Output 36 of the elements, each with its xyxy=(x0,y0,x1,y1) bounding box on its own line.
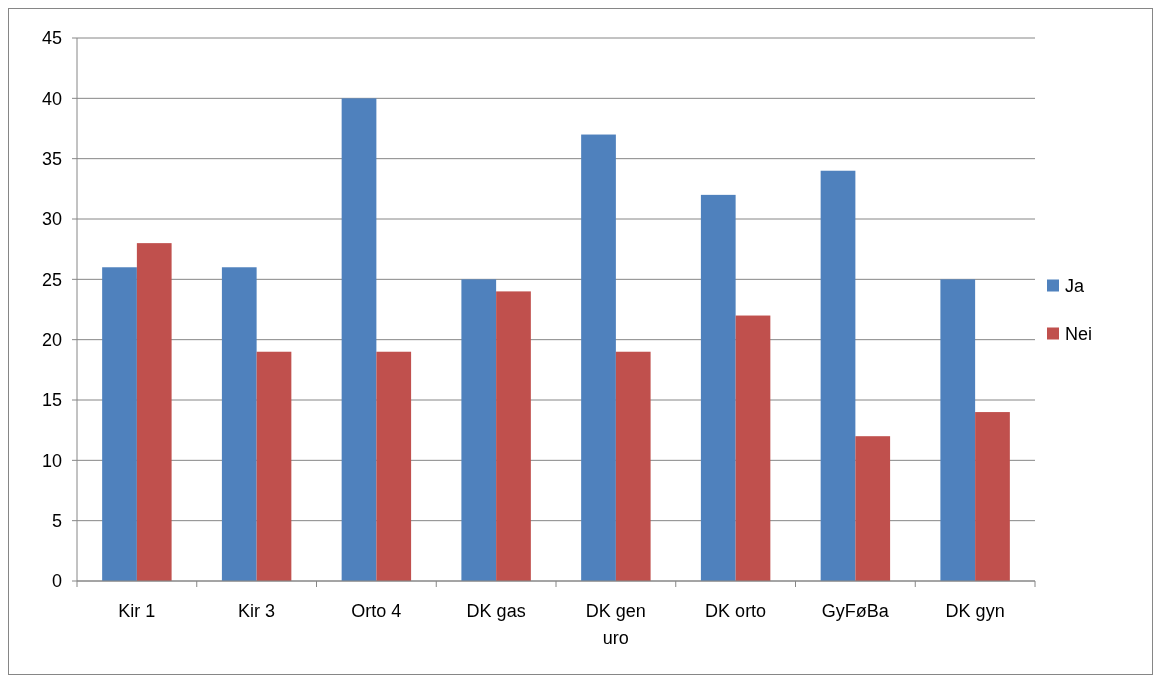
y-tick-label: 0 xyxy=(51,571,62,592)
bar xyxy=(940,279,976,581)
y-tick-label: 20 xyxy=(41,329,62,350)
bar xyxy=(461,279,497,581)
bar xyxy=(615,351,651,581)
bar xyxy=(341,98,377,581)
x-tick-label: Orto 4 xyxy=(351,601,402,621)
x-tick-label: Kir 3 xyxy=(238,601,276,621)
bar xyxy=(102,267,137,581)
x-tick-label: Kir 1 xyxy=(118,601,156,621)
x-tick-label: DK gyn xyxy=(945,601,1005,621)
y-tick-label: 25 xyxy=(41,269,62,290)
x-tick-label: DK gas xyxy=(466,601,526,621)
y-tick-label: 15 xyxy=(41,390,62,411)
y-tick-label: 35 xyxy=(41,148,62,169)
bar xyxy=(221,267,257,581)
bar xyxy=(581,134,616,581)
x-tick-label: DK gen uro xyxy=(585,601,646,648)
y-tick-label: 10 xyxy=(41,450,62,471)
y-tick-label: 45 xyxy=(41,28,62,49)
y-tick-label: 40 xyxy=(41,88,62,109)
bar xyxy=(820,170,856,581)
x-tick-label: DK orto xyxy=(705,601,767,621)
bar xyxy=(256,351,292,581)
bar xyxy=(496,291,531,581)
bar xyxy=(735,315,771,581)
bar xyxy=(136,243,172,581)
legend-label: Nei xyxy=(1065,323,1093,344)
y-tick-label: 5 xyxy=(51,510,62,531)
bar xyxy=(975,412,1010,581)
bar xyxy=(376,351,412,581)
bar xyxy=(855,436,891,581)
legend-label: Ja xyxy=(1065,275,1085,296)
bar xyxy=(700,194,736,581)
y-tick-label: 30 xyxy=(41,209,62,230)
x-tick-label: GyFøBa xyxy=(821,601,890,621)
